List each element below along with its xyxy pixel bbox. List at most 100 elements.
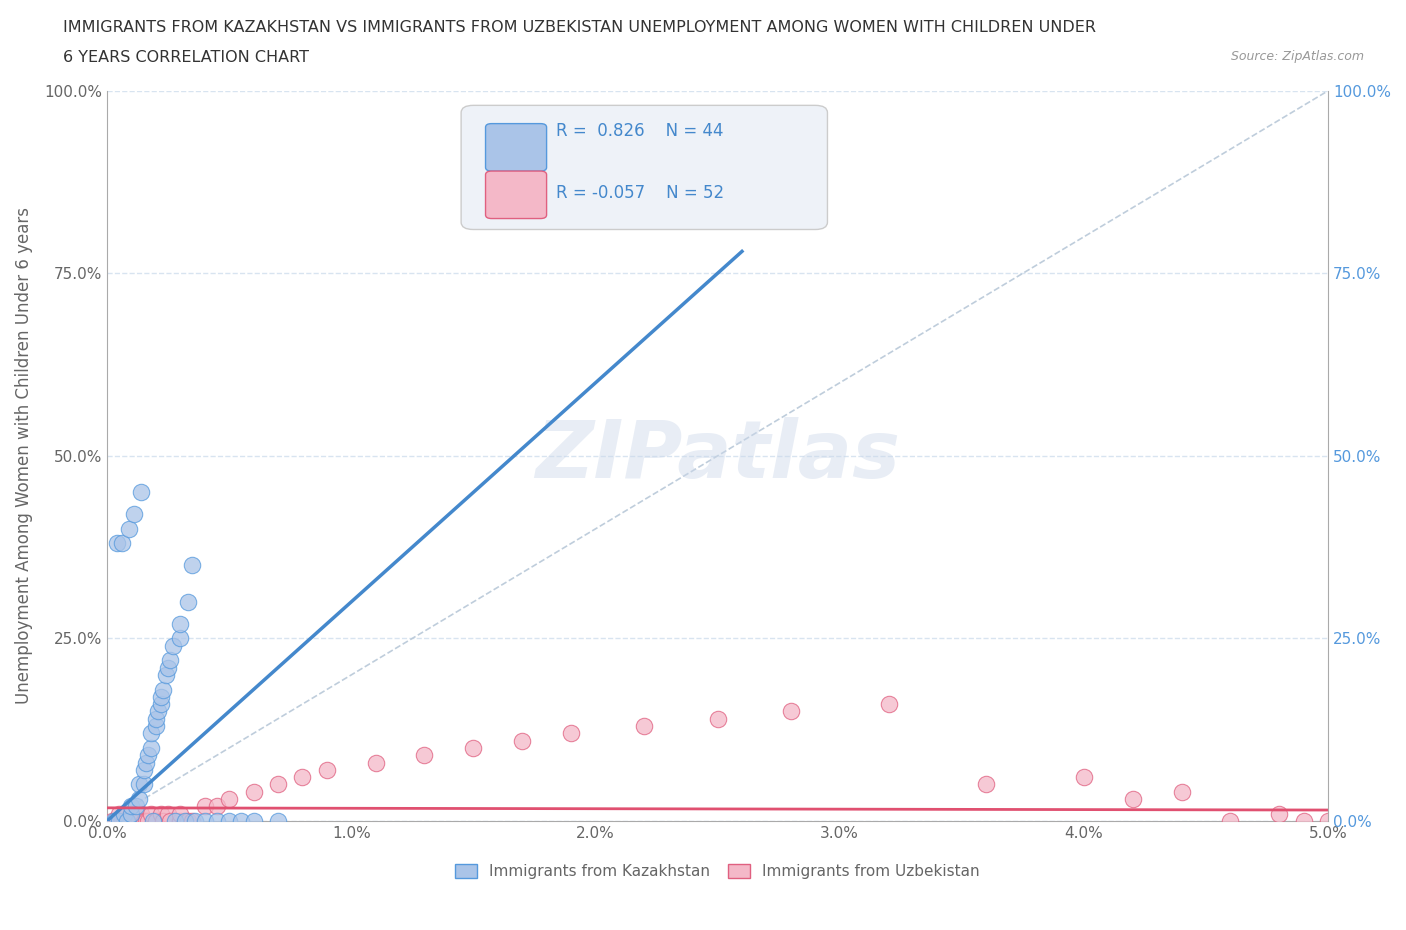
Point	[633, 719, 655, 734]
Point	[779, 704, 801, 719]
Point	[132, 814, 155, 829]
Point	[122, 814, 145, 829]
Point	[112, 806, 135, 821]
Point	[129, 806, 152, 821]
Text: 6 YEARS CORRELATION CHART: 6 YEARS CORRELATION CHART	[63, 50, 309, 65]
Point	[1122, 791, 1144, 806]
Point	[1073, 770, 1095, 785]
Point	[145, 719, 167, 734]
FancyBboxPatch shape	[485, 171, 547, 219]
Point	[194, 814, 217, 829]
Point	[184, 814, 207, 829]
Point	[139, 740, 162, 755]
Point	[138, 814, 160, 829]
Point	[165, 814, 187, 829]
Point	[145, 711, 167, 726]
Point	[103, 814, 125, 829]
Point	[242, 814, 264, 829]
Point	[115, 806, 138, 821]
Point	[176, 814, 198, 829]
Point	[101, 814, 124, 829]
Point	[118, 522, 141, 537]
Point	[194, 799, 217, 814]
Point	[152, 814, 174, 829]
Point	[105, 536, 128, 551]
Point	[205, 814, 228, 829]
Point	[125, 799, 148, 814]
Point	[162, 638, 184, 653]
Point	[108, 814, 131, 829]
Point	[132, 763, 155, 777]
Point	[105, 814, 128, 829]
Point	[135, 755, 157, 770]
Point	[242, 784, 264, 799]
Point	[1219, 814, 1241, 829]
Point	[877, 697, 900, 711]
Point	[128, 777, 150, 792]
Point	[181, 814, 204, 829]
Point	[135, 814, 157, 829]
Point	[152, 682, 174, 697]
FancyBboxPatch shape	[485, 124, 547, 171]
Point	[120, 806, 142, 821]
Point	[112, 814, 135, 829]
Point	[176, 594, 198, 609]
Point	[128, 791, 150, 806]
Point	[111, 536, 134, 551]
Point	[169, 617, 191, 631]
Point	[510, 733, 533, 748]
Point	[1268, 806, 1291, 821]
Point	[142, 814, 165, 829]
Point	[267, 777, 290, 792]
Text: Source: ZipAtlas.com: Source: ZipAtlas.com	[1230, 50, 1364, 63]
Point	[138, 748, 160, 763]
Point	[169, 806, 191, 821]
Point	[174, 814, 197, 829]
Legend: Immigrants from Kazakhstan, Immigrants from Uzbekistan: Immigrants from Kazakhstan, Immigrants f…	[456, 864, 980, 879]
Point	[315, 763, 337, 777]
Point	[120, 814, 142, 829]
Point	[231, 814, 253, 829]
Point	[111, 814, 134, 829]
Point	[120, 799, 142, 814]
Point	[149, 689, 172, 704]
Point	[139, 806, 162, 821]
Point	[205, 799, 228, 814]
Point	[218, 814, 240, 829]
Point	[267, 814, 290, 829]
Point	[463, 740, 485, 755]
Point	[149, 697, 172, 711]
Text: ZIPatlas: ZIPatlas	[536, 417, 900, 495]
FancyBboxPatch shape	[461, 105, 828, 230]
Point	[169, 631, 191, 645]
Point	[155, 668, 177, 683]
Point	[218, 791, 240, 806]
Point	[129, 485, 152, 499]
Point	[125, 806, 148, 821]
Point	[706, 711, 728, 726]
Point	[159, 653, 181, 668]
Point	[145, 814, 167, 829]
Text: IMMIGRANTS FROM KAZAKHSTAN VS IMMIGRANTS FROM UZBEKISTAN UNEMPLOYMENT AMONG WOME: IMMIGRANTS FROM KAZAKHSTAN VS IMMIGRANTS…	[63, 20, 1097, 35]
Point	[145, 814, 167, 829]
Text: R =  0.826    N = 44: R = 0.826 N = 44	[557, 122, 724, 140]
Point	[132, 777, 155, 792]
Point	[139, 726, 162, 741]
Point	[1170, 784, 1192, 799]
Text: R = -0.057    N = 52: R = -0.057 N = 52	[557, 184, 724, 202]
Point	[181, 558, 204, 573]
Point	[974, 777, 997, 792]
Point	[169, 814, 191, 829]
Point	[108, 806, 131, 821]
Point	[118, 814, 141, 829]
Point	[1317, 814, 1340, 829]
Point	[560, 726, 582, 741]
Point	[149, 806, 172, 821]
Point	[122, 507, 145, 522]
Point	[128, 814, 150, 829]
Y-axis label: Unemployment Among Women with Children Under 6 years: Unemployment Among Women with Children U…	[15, 207, 32, 704]
Point	[159, 814, 181, 829]
Point	[364, 755, 387, 770]
Point	[1292, 814, 1315, 829]
Point	[125, 814, 148, 829]
